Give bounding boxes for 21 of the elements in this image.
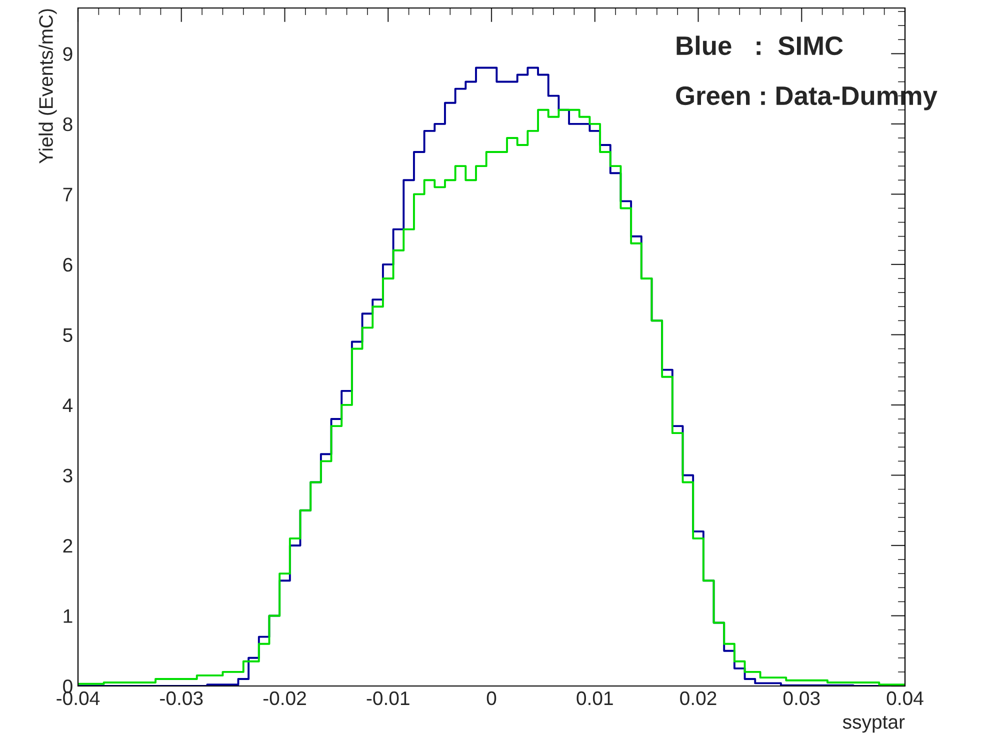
y-tick-label: 3 xyxy=(63,468,72,482)
y-tick-label: 7 xyxy=(63,188,72,202)
y-tick-label: 4 xyxy=(62,398,73,412)
x-tick-label: -0.03 xyxy=(160,691,203,706)
y-tick-label: 1 xyxy=(64,609,72,623)
y-tick-label: 9 xyxy=(63,47,72,61)
annotation: Blue : SIMC xyxy=(676,36,843,56)
y-tick-label: 8 xyxy=(63,117,72,132)
y-axis-title: Yield (Events/mC) xyxy=(38,9,57,164)
y-tick-label: 5 xyxy=(63,328,72,342)
x-tick-label: 0 xyxy=(486,691,496,706)
x-tick-label: 0.03 xyxy=(783,691,820,706)
x-tick-label: -0.04 xyxy=(56,691,100,706)
x-tick-label: 0.01 xyxy=(576,691,613,706)
x-tick-label: 0.04 xyxy=(886,691,924,706)
y-tick-label: 6 xyxy=(63,258,72,272)
x-axis-title: ssyptar xyxy=(842,716,905,733)
x-tick-label: -0.02 xyxy=(263,691,306,706)
x-tick-label: -0.01 xyxy=(366,691,410,706)
y-tick-label: 2 xyxy=(63,538,72,553)
x-tick-label: 0.02 xyxy=(680,691,716,706)
